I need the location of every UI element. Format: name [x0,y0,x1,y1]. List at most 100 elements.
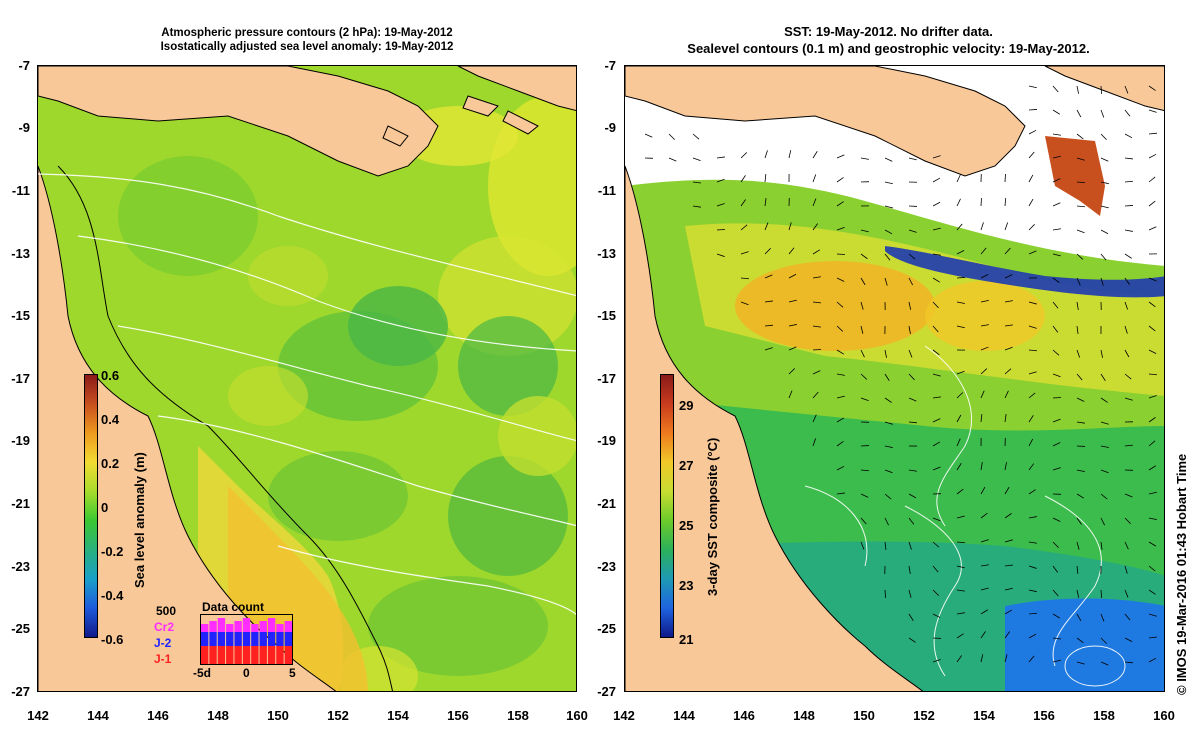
velocity-arrow [1124,517,1131,524]
velocity-arrow [1052,301,1059,309]
velocity-arrow [1124,373,1132,380]
legend-cr2: Cr2 [154,620,175,634]
velocity-arrow [980,414,983,423]
velocity-arrow [860,541,865,550]
velocity-arrow [836,417,845,423]
data-count-bar [201,632,209,646]
colorbar-tick: 0.4 [101,412,120,427]
x-tick: 142 [27,708,49,723]
data-count-bar [217,646,226,664]
velocity-arrow [1076,541,1080,550]
velocity-arrow [884,397,892,403]
velocity-arrow [908,277,914,286]
velocity-arrow [1100,397,1108,403]
y-tick: -11 [597,183,616,198]
velocity-arrow [740,224,748,231]
velocity-arrow [1076,493,1085,499]
land-mass [625,66,1164,691]
velocity-arrow [716,203,725,207]
velocity-arrow [836,277,845,282]
data-count-bar [242,618,251,632]
data-count-bar [284,632,292,646]
velocity-arrow [932,541,940,548]
velocity-arrow [1148,176,1156,183]
velocity-arrow [1100,277,1104,286]
velocity-arrow [1076,253,1084,260]
velocity-arrow [1028,109,1038,111]
geostrophic-velocity-arrows [644,85,1158,666]
velocity-arrow [836,325,844,332]
velocity-arrow [932,466,941,471]
velocity-arrow [1028,489,1036,495]
velocity-arrow [716,178,725,183]
velocity-arrow [956,325,965,329]
velocity-arrow [788,150,792,159]
velocity-arrow [764,300,773,303]
velocity-arrow [980,346,989,351]
y-tick: -11 [11,183,30,198]
velocity-arrow [1076,157,1085,161]
velocity-arrow [932,277,941,283]
velocity-arrow [980,247,987,255]
velocity-arrow [812,151,818,159]
velocity-arrow [764,222,769,231]
velocity-arrow [740,175,746,183]
velocity-arrow [908,349,913,358]
velocity-arrow [908,613,914,621]
velocity-arrow [1100,229,1109,235]
velocity-arrow [860,349,865,358]
velocity-arrow [1124,301,1129,310]
velocity-arrow [980,274,989,279]
velocity-arrow [1124,637,1133,642]
colorbar-tick: 0.2 [101,456,120,471]
imos-credit: © IMOS 19-Mar-2016 01:43 Hobart Time [1174,453,1189,695]
velocity-arrow [884,373,890,381]
velocity-arrow [716,253,725,257]
velocity-arrow [1028,85,1037,89]
y-tick: -9 [604,120,616,135]
pressure-contours [38,173,576,616]
velocity-arrow [1124,180,1134,183]
velocity-arrow [980,222,984,231]
velocity-arrow [740,199,746,207]
y-tick: -23 [11,559,30,574]
velocity-arrow [1148,153,1157,159]
velocity-arrow [1052,325,1059,333]
sea-level-colorbar [84,374,98,638]
velocity-arrow [1052,589,1059,597]
x-tick: 158 [1093,708,1115,723]
velocity-arrow [956,612,965,615]
velocity-arrow [788,222,792,231]
colorbar-tick: -0.6 [101,632,124,647]
velocity-arrow [1100,517,1105,526]
velocity-arrow [1052,202,1061,207]
velocity-arrow [932,253,941,256]
velocity-arrow [1124,661,1133,664]
velocity-arrow [1004,368,1012,375]
velocity-arrow [1076,637,1084,644]
velocity-arrow [1028,250,1037,255]
y-tick: -7 [604,58,616,73]
data-count-bar [267,632,276,646]
velocity-arrow [980,486,986,495]
velocity-arrow [1148,395,1157,399]
velocity-arrow [884,493,892,500]
y-tick: -23 [597,559,616,574]
legend-j2: J-2 [154,636,172,650]
velocity-arrow [1076,397,1085,402]
velocity-arrow [908,637,916,643]
velocity-arrow [1100,85,1102,95]
velocity-arrow [884,349,887,358]
velocity-arrow [1004,324,1013,327]
velocity-arrow [1004,609,1013,615]
velocity-arrow [932,565,939,573]
x-tick: 150 [267,708,289,723]
left-map-title: Atmospheric pressure contours (2 hPa): 1… [38,26,576,54]
velocity-arrow [956,392,964,399]
velocity-arrow [1052,565,1059,573]
velocity-arrow [1124,541,1129,550]
velocity-arrow [908,253,916,260]
velocity-arrow [860,469,870,472]
velocity-arrow [860,229,869,233]
y-tick: -27 [11,684,30,699]
